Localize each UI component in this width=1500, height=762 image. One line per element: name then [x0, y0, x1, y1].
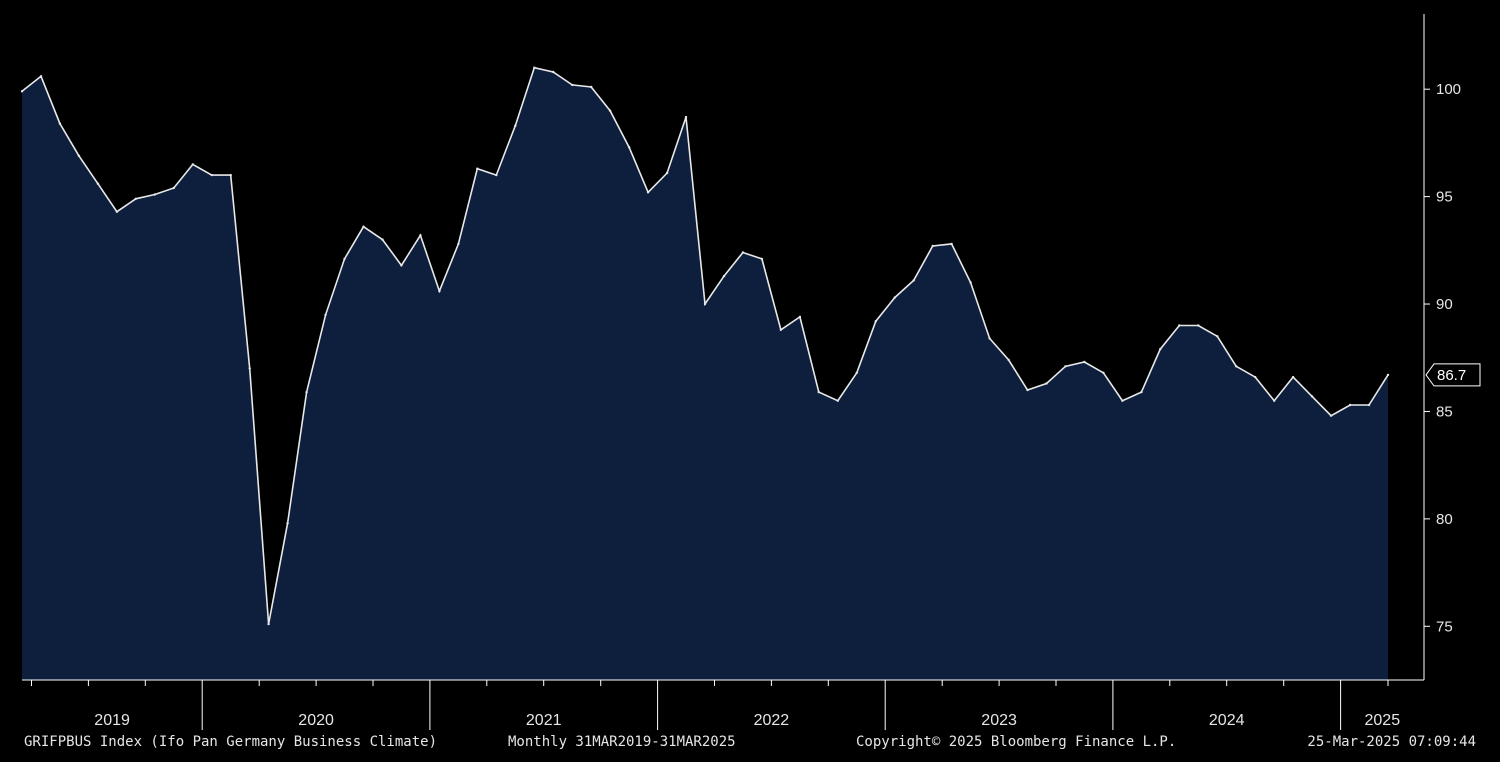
footer-copyright: Copyright© 2025 Bloomberg Finance L.P.	[856, 734, 1177, 750]
x-year-label-2024: 2024	[1209, 712, 1245, 729]
x-year-label-2023: 2023	[981, 712, 1017, 729]
last-value-marker: 86.7	[1425, 363, 1481, 387]
chart: 75 80 85 90 95 100 2019 2020 2021 2022 2023 2024 20…	[20, 14, 1481, 730]
last-value-label: 86.7	[1437, 367, 1466, 384]
y-tick-label-80: 80	[1436, 511, 1453, 528]
y-tick-label-95: 95	[1436, 189, 1453, 206]
x-year-label-2025: 2025	[1365, 712, 1401, 729]
x-year-label-2020: 2020	[298, 712, 334, 729]
x-year-label-2022: 2022	[754, 712, 790, 729]
y-tick-label-75: 75	[1436, 618, 1453, 635]
chart-footer: GRIFPBUS Index (Ifo Pan Germany Business…	[0, 734, 1500, 756]
y-tick-label-90: 90	[1436, 296, 1453, 313]
series-line	[21, 66, 1389, 625]
x-year-label-2021: 2021	[526, 712, 562, 729]
last-value-box	[1425, 363, 1481, 387]
footer-date-range: Monthly 31MAR2019-31MAR2025	[508, 734, 736, 750]
footer-timestamp: 25-Mar-2025 07:09:44	[1307, 734, 1476, 750]
area-fill	[22, 67, 1388, 680]
y-tick-label-100: 100	[1436, 81, 1461, 98]
x-year-label-2019: 2019	[94, 712, 130, 729]
footer-ticker: GRIFPBUS Index (Ifo Pan Germany Business…	[24, 734, 438, 750]
y-tick-label-85: 85	[1436, 403, 1453, 420]
